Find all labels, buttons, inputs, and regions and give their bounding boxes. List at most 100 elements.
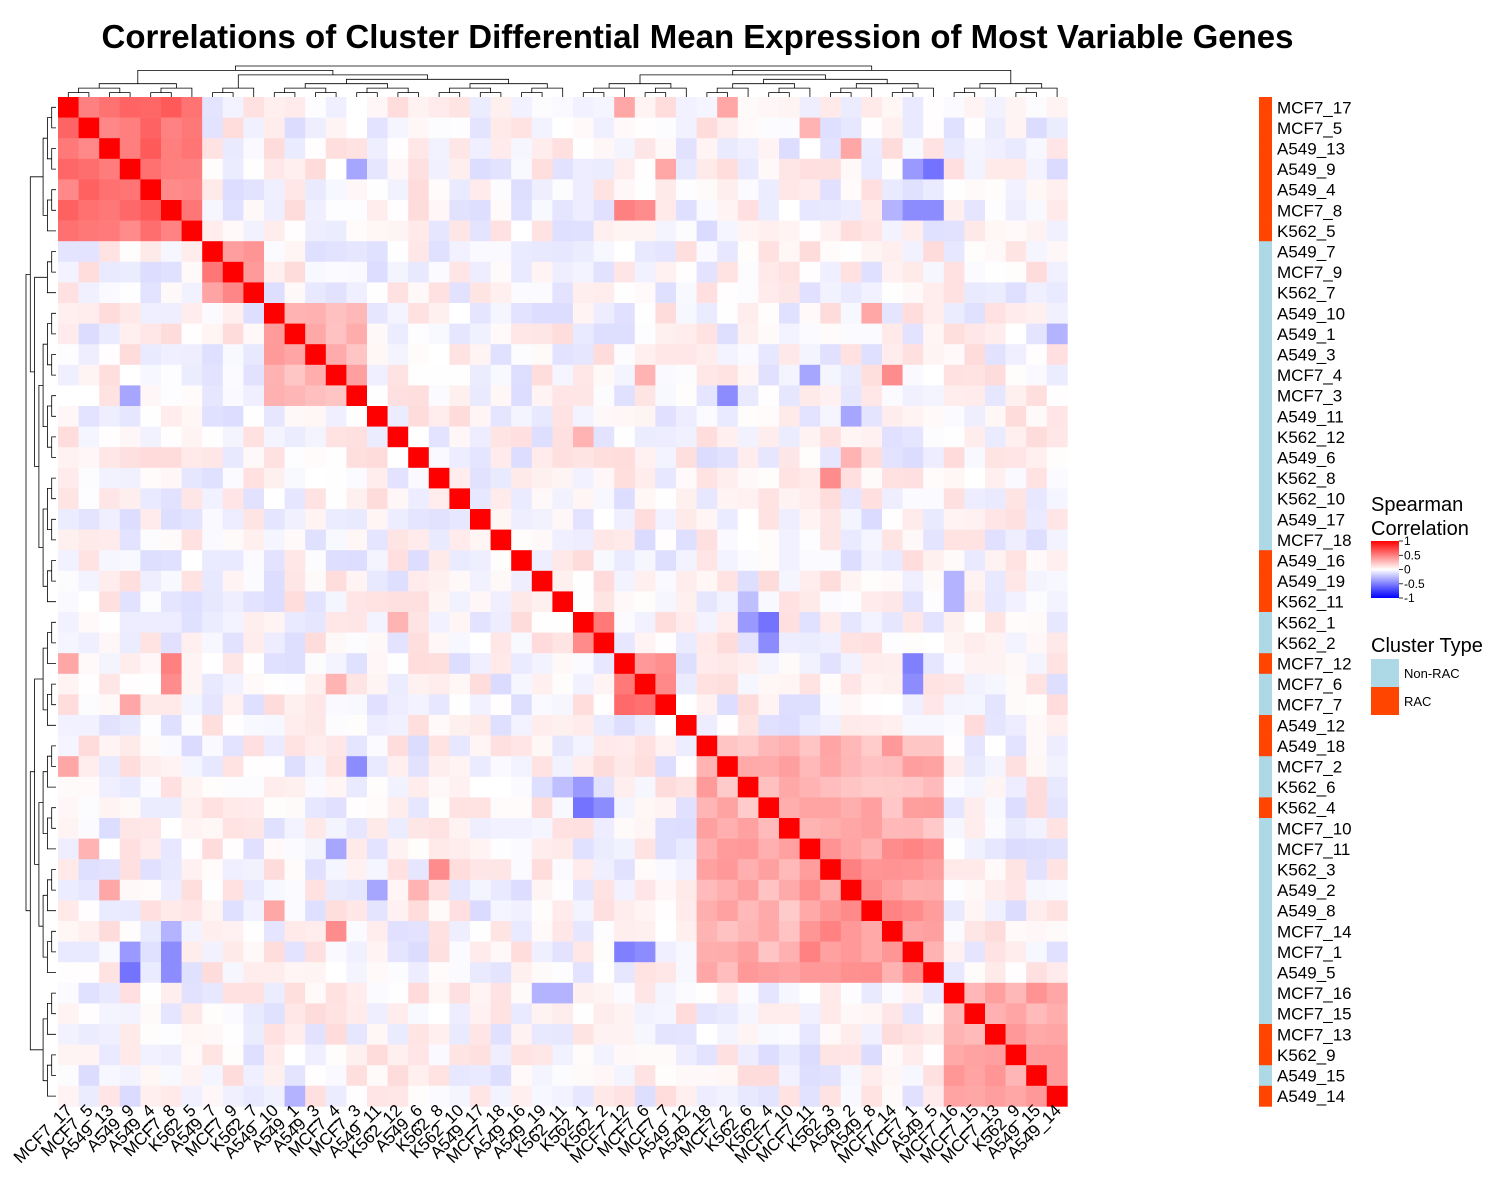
heatmap-cell-K562_3-K562_12 [387,859,409,881]
heatmap-cell-MCF7_13-A549_11 [367,1024,388,1045]
heatmap-cell-K562_8-K562_12 [387,467,409,489]
annotation-cell-A549_17 [1259,509,1272,530]
heatmap-cell-MCF7_7-K562_8 [428,694,450,716]
heatmap-cell-A549_14-MCF7_14 [882,1085,903,1107]
heatmap-cell-A549_4-MCF7_11 [799,179,821,201]
heatmap-cell-MCF7_8-K562_2 [593,200,615,221]
heatmap-cell-MCF7_11-MCF7_13 [985,838,1006,860]
column-dendrogram-branch [768,92,790,97]
heatmap-cell-A549_4-A549_3 [305,179,327,201]
heatmap-cell-A549_1-A549_19 [531,323,553,345]
heatmap-cell-A549_13-K562_1 [573,138,594,160]
heatmap-cell-K562_6-MCF7_17 [58,776,79,798]
heatmap-cell-MCF7_9-K562_10 [449,261,471,283]
heatmap-cell-A549_9-K562_6 [737,158,759,180]
heatmap-cell-A549_15-MCF7_14 [882,1065,903,1087]
heatmap-cell-K562_9-K562_4 [758,1044,780,1066]
column-dendrogram-branch [67,92,90,97]
heatmap-cell-A549_12-A549_15 [1026,715,1048,736]
heatmap-cell-MCF7_9-MCF7_4 [325,261,347,283]
heatmap-cell-MCF7_18-A549_7 [202,529,224,551]
heatmap-cell-MCF7_10-A549_18 [696,818,718,839]
heatmap-cell-A549_8-MCF7_4 [325,900,347,922]
heatmap-cell-K562_8-MCF7_8 [161,467,182,489]
heatmap-cell-A549_18-MCF7_14 [882,735,903,757]
heatmap-cell-A549_15-A549_8 [861,1065,883,1087]
heatmap-cell-A549_15-K562_9 [1005,1065,1027,1087]
heatmap-cell-K562_1-K562_6 [737,612,759,633]
heatmap-cell-MCF7_16-MCF7_12 [614,982,636,1004]
heatmap-cell-A549_1-A549_5 [923,323,945,345]
heatmap-cell-A549_10-A549_19 [531,303,553,324]
heatmap-cell-MCF7_1-MCF7_4 [325,941,347,963]
heatmap-cell-A549_1-A549_10 [264,323,285,345]
heatmap-cell-MCF7_6-A549_15 [1026,673,1048,695]
heatmap-cell-MCF7_15-MCF7_11 [799,1003,821,1025]
heatmap-cell-K562_1-A549_18 [696,612,718,633]
heatmap-cell-MCF7_12-A549_12 [676,653,697,675]
heatmap-cell-K562_7-A549_15 [1026,282,1048,304]
heatmap-cell-MCF7_1-K562_11 [552,941,574,963]
heatmap-cell-MCF7_7-K562_11 [552,694,574,716]
heatmap-cell-K562_12-MCF7_11 [799,426,821,448]
heatmap-cell-K562_2-A549_4 [140,632,162,654]
heatmap-cell-A549_9-MCF7_16 [943,158,965,180]
heatmap-cell-K562_5-A549_14 [1046,220,1068,242]
heatmap-cell-MCF7_5-A549_9 [119,117,141,139]
column-dendrogram-branch [479,92,502,97]
heatmap-cell-A549_6-A549_3 [305,447,327,469]
heatmap-cell-MCF7_13-K562_6 [737,1024,759,1045]
heatmap-cell-A549_12-A549_19 [531,715,553,736]
heatmap-cell-MCF7_2-K562_10 [449,756,471,778]
heatmap-cell-A549_15-MCF7_9 [222,1065,244,1087]
heatmap-cell-MCF7_18-A549_17 [470,529,491,551]
heatmap-cell-A549_9-K562_3 [820,158,842,180]
heatmap-cell-MCF7_12-MCF7_3 [346,653,368,675]
row-label-A549_7: A549_7 [1277,243,1336,262]
heatmap-cell-K562_1-A549_1 [284,612,306,633]
heatmap-cell-K562_2-A549_1 [284,632,306,654]
heatmap-cell-MCF7_3-A549_18 [696,385,718,407]
heatmap-cell-A549_16-MCF7_17 [58,550,79,572]
heatmap-cell-A549_4-A549_15 [1026,179,1048,201]
heatmap-cell-K562_8-MCF7_6 [634,467,656,489]
heatmap-cell-MCF7_9-A549_14 [1046,261,1068,283]
heatmap-cell-A549_15-MCF7_2 [717,1065,739,1087]
heatmap-cell-A549_4-A549_17 [470,179,491,201]
heatmap-cell-A549_11-A549_19 [531,406,553,427]
heatmap-cell-K562_2-MCF7_12 [614,632,636,654]
heatmap-cell-MCF7_1-MCF7_2 [717,941,739,963]
heatmap-cell-MCF7_3-A549_1 [284,385,306,407]
heatmap-cell-A549_10-MCF7_11 [799,303,821,324]
heatmap-cell-MCF7_18-K562_12 [387,529,409,551]
row-label-A549_18: A549_18 [1277,737,1345,756]
heatmap-cell-MCF7_2-MCF7_15 [964,756,986,778]
heatmap-cell-MCF7_1-A549_17 [470,941,491,963]
heatmap-cell-MCF7_7-A549_5 [923,694,945,716]
heatmap-cell-MCF7_2-MCF7_8 [161,756,182,778]
heatmap-cell-A549_19-A549_12 [676,570,697,592]
heatmap-cell-K562_3-K562_8 [428,859,450,881]
heatmap-cell-A549_7-MCF7_3 [346,241,368,263]
heatmap-cell-MCF7_7-MCF7_11 [799,694,821,716]
heatmap-cell-K562_11-A549_2 [840,591,862,613]
heatmap-cell-MCF7_13-K562_4 [758,1024,780,1045]
row-label-MCF7_4: MCF7_4 [1277,366,1342,385]
heatmap-cell-MCF7_16-K562_1 [573,982,594,1004]
heatmap-cell-A549_18-A549_3 [305,735,327,757]
heatmap-cell-MCF7_9-A549_12 [676,261,697,283]
heatmap-cell-K562_3-K562_10 [449,859,471,881]
heatmap-cell-MCF7_7-A549_16 [511,694,533,716]
heatmap-cell-K562_1-A549_5 [923,612,945,633]
heatmap-cell-A549_17-MCF7_13 [985,509,1006,530]
heatmap-cell-K562_3-MCF7_1 [902,859,924,881]
heatmap-cell-A549_15-MCF7_12 [614,1065,636,1087]
heatmap-cell-A549_1-K562_2 [593,323,615,345]
heatmap-cell-A549_7-MCF7_15 [964,241,986,263]
heatmap-cell-K562_6-A549_15 [1026,776,1048,798]
heatmap-cell-A549_11-MCF7_5 [78,406,100,427]
heatmap-cell-MCF7_2-K562_2 [593,756,615,778]
heatmap-cell-A549_12-K562_5 [181,715,203,736]
heatmap-cell-MCF7_11-A549_19 [531,838,553,860]
heatmap-cell-A549_8-A549_1 [284,900,306,922]
